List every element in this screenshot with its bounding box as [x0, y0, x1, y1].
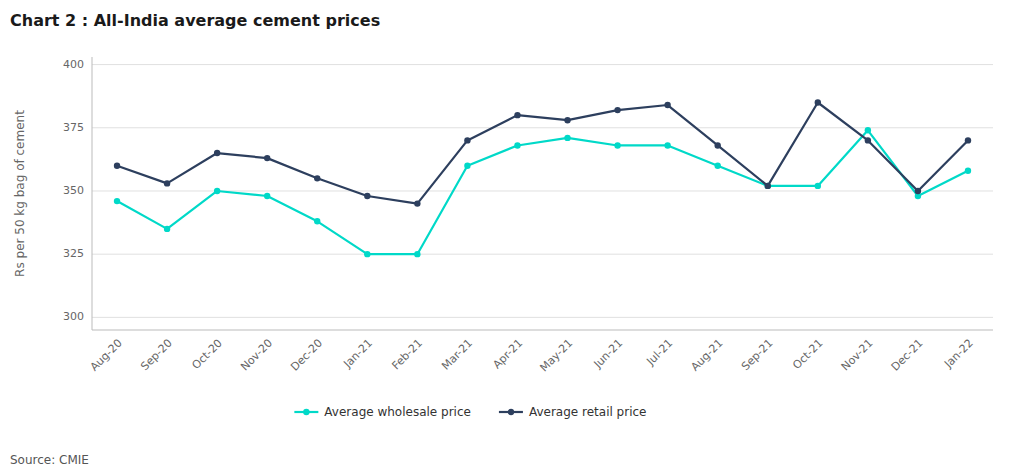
- point: [264, 155, 270, 161]
- point: [865, 127, 871, 133]
- point: [414, 251, 420, 257]
- x-tick-label: Dec-20: [288, 337, 325, 374]
- legend: Average wholesale price Average retail pr…: [294, 405, 646, 419]
- legend-marker: [303, 409, 309, 415]
- x-tick-label: Jan-22: [941, 337, 976, 372]
- grid-line: [92, 64, 993, 65]
- x-tick-label: Sep-20: [138, 337, 175, 374]
- grid-line: [92, 317, 993, 318]
- point: [614, 107, 620, 113]
- point: [614, 142, 620, 148]
- point: [264, 193, 270, 199]
- y-tick-label: 325: [63, 247, 84, 260]
- point: [214, 150, 220, 156]
- x-tick-label: Aug-21: [688, 337, 725, 374]
- x-tick-label: Jul-21: [643, 337, 675, 369]
- point: [564, 117, 570, 123]
- x-tick-label: Oct-20: [190, 337, 225, 372]
- point: [714, 162, 720, 168]
- x-tick-label: Dec-21: [889, 337, 926, 374]
- point: [164, 180, 170, 186]
- point: [815, 183, 821, 189]
- point: [915, 188, 921, 194]
- y-tick-label: 300: [63, 310, 84, 323]
- page: {"chart_data": { "type": "line", "title"…: [0, 0, 1024, 472]
- point: [164, 226, 170, 232]
- x-tick-label: Aug-20: [88, 337, 125, 374]
- y-tick-label: 375: [63, 121, 84, 134]
- point: [364, 193, 370, 199]
- x-tick-label: Oct-21: [790, 337, 825, 372]
- series: [114, 127, 971, 257]
- point: [815, 99, 821, 105]
- y-tick-label: 400: [63, 58, 84, 71]
- point: [514, 142, 520, 148]
- series: [114, 99, 971, 207]
- x-tick-label: Jan-21: [340, 337, 375, 372]
- point: [664, 142, 670, 148]
- point: [464, 162, 470, 168]
- chart: Chart 2 : All-India average cement price…: [0, 0, 1024, 472]
- legend-label: Average retail price: [529, 405, 647, 419]
- point: [314, 218, 320, 224]
- point: [965, 168, 971, 174]
- point: [714, 142, 720, 148]
- point: [765, 183, 771, 189]
- point: [765, 183, 771, 189]
- legend-item: Average retail price: [499, 405, 647, 419]
- point: [114, 162, 120, 168]
- grid: [92, 65, 993, 318]
- point: [965, 137, 971, 143]
- y-tick-labels: 300 325 350 375 400: [63, 58, 84, 324]
- title: Chart 2 : All-India average cement price…: [10, 11, 380, 30]
- x-tick-label: Nov-20: [238, 337, 275, 374]
- y-axis-label: Rs per 50 kg bag of cement: [13, 110, 27, 277]
- source: Source: CMIE: [10, 453, 89, 467]
- line: [117, 130, 968, 254]
- x-tick-label: Jun-21: [591, 337, 626, 372]
- x-tick-label: Mar-21: [439, 337, 475, 373]
- x-tick-labels: Aug-20 Sep-20 Oct-20 Nov-20 Dec-20 Jan-21 Feb-…: [88, 337, 976, 375]
- point: [564, 135, 570, 141]
- x-tick-label: Feb-21: [389, 337, 425, 373]
- grid-line: [92, 127, 993, 128]
- point: [214, 188, 220, 194]
- grid-line: [92, 254, 993, 255]
- x-tick-label: Nov-21: [839, 337, 876, 374]
- y-tick-label: 350: [63, 184, 84, 197]
- x-tick-label: Sep-21: [739, 337, 776, 374]
- point: [514, 112, 520, 118]
- point: [364, 251, 370, 257]
- line: [117, 103, 968, 204]
- point: [464, 137, 470, 143]
- point: [314, 175, 320, 181]
- plot-area: [114, 99, 971, 257]
- x-axis-line: [92, 330, 993, 331]
- point: [865, 137, 871, 143]
- x-tick-label: May-21: [537, 337, 575, 375]
- y-axis-line: [92, 57, 93, 330]
- legend-label: Average wholesale price: [324, 405, 471, 419]
- point: [114, 198, 120, 204]
- legend-item: Average wholesale price: [294, 405, 471, 419]
- x-tick-label: Apr-21: [490, 337, 525, 372]
- point: [414, 200, 420, 206]
- point: [664, 102, 670, 108]
- legend-marker: [508, 409, 514, 415]
